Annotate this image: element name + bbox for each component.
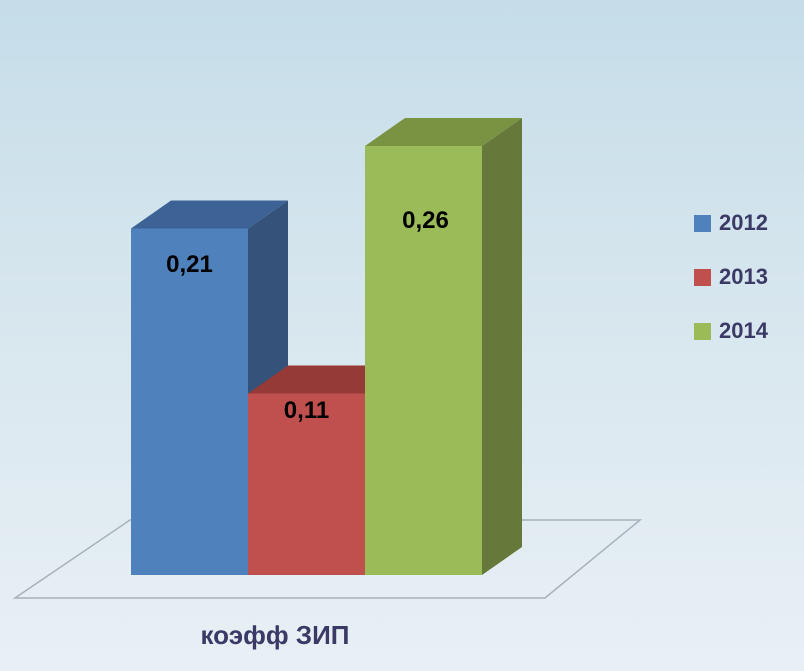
legend-label-2012: 2012 [719, 210, 768, 235]
data-label-2014: 0,26 [402, 207, 449, 234]
category-label: коэфф ЗИП [201, 620, 350, 650]
legend: 2012 2013 2014 [694, 196, 768, 358]
legend-swatch-2013 [694, 268, 711, 286]
data-label-group: 0,21 0,11 0,26 [166, 207, 449, 424]
bar-front-2013 [248, 393, 365, 575]
data-label-2012: 0,21 [166, 251, 213, 278]
legend-item-2013: 2013 [694, 250, 768, 304]
bar-front-2014 [365, 146, 482, 575]
legend-swatch-2014 [694, 322, 711, 340]
legend-label-2014: 2014 [719, 318, 768, 343]
legend-swatch-2012 [694, 214, 711, 232]
legend-item-2014: 2014 [694, 304, 768, 358]
bar-side-2014 [482, 118, 522, 575]
bar-2014 [365, 118, 522, 575]
legend-item-2012: 2012 [694, 196, 768, 250]
bar-front-2012 [131, 228, 248, 575]
legend-label-2013: 2013 [719, 264, 768, 289]
bar-group [131, 118, 522, 575]
data-label-2013: 0,11 [284, 397, 329, 424]
bar-top-2012 [131, 200, 288, 229]
bar-top-2014 [365, 118, 522, 146]
